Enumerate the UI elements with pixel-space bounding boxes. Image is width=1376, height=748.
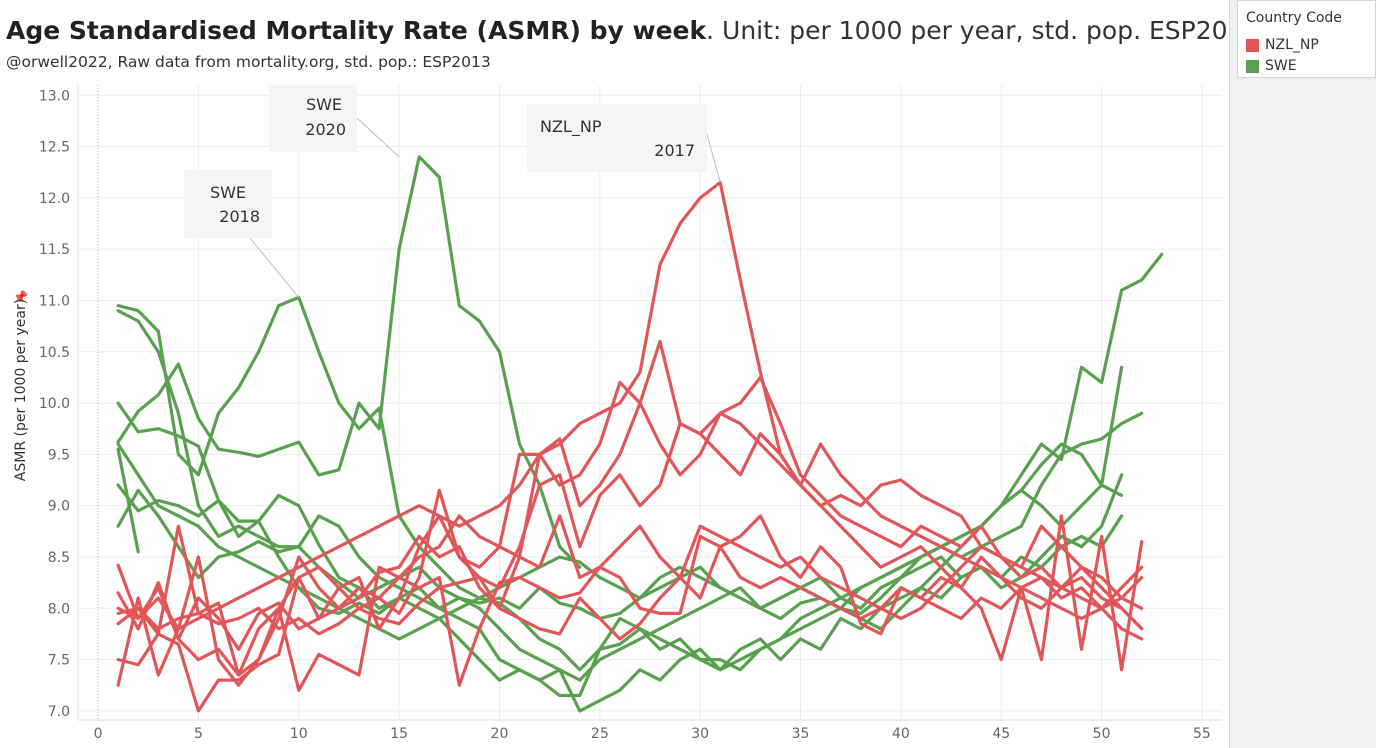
annotation-box xyxy=(269,85,357,152)
annotations: SWE 2018 SWE 2020 NZL_NP 2017 xyxy=(184,85,721,298)
series-line-nzl-np-2021 xyxy=(116,514,1144,713)
x-tick-label: 5 xyxy=(194,726,203,742)
annotation-year: 2020 xyxy=(305,120,346,139)
series-line-swe-2020 xyxy=(116,155,582,569)
series-line-swe-2022 xyxy=(116,252,1164,641)
legend-label-nzl: NZL_NP xyxy=(1265,37,1319,53)
title-main: Age Standardised Mortality Rate (ASMR) b… xyxy=(6,16,707,45)
annotation-leader xyxy=(706,133,721,183)
x-tick-label: 15 xyxy=(390,726,408,742)
annotation-box xyxy=(527,104,707,172)
y-tick-label: 10.0 xyxy=(39,396,70,412)
y-tick-label: 11.5 xyxy=(39,242,70,258)
y-tick-label: 8.0 xyxy=(48,601,70,617)
x-tick-label: 45 xyxy=(992,726,1010,742)
annotation-leader xyxy=(356,117,400,158)
y-tick-label: 12.0 xyxy=(39,191,70,207)
y-tick-label: 7.0 xyxy=(48,704,70,720)
y-tick-label: 11.0 xyxy=(39,293,70,309)
y-tick-label: 8.5 xyxy=(48,550,70,566)
series-line-nzl-np-2020 xyxy=(116,534,1144,692)
x-tick-label: 25 xyxy=(591,726,609,742)
series-line-nzl-np-2017 xyxy=(116,180,1144,631)
annotation-year: 2018 xyxy=(219,207,260,226)
series-line-swe-2016 xyxy=(116,473,1124,682)
x-tick-label: 55 xyxy=(1193,726,1211,742)
y-tick-label: 9.0 xyxy=(48,499,70,515)
legend-swatch-swe xyxy=(1246,59,1259,73)
y-tick-label: 9.5 xyxy=(48,447,70,463)
series-line-swe-2018 xyxy=(116,295,1144,672)
legend-title: Country Code xyxy=(1246,10,1342,26)
chart-subtitle: @orwell2022, Raw data from mortality.org… xyxy=(6,53,491,71)
annotation-leader xyxy=(249,237,300,298)
y-tick-label: 10.5 xyxy=(39,345,70,361)
legend-item-nzl[interactable]: NZL_NP xyxy=(1246,37,1319,53)
title-unit: . Unit: per 1000 per year, std. pop. ESP… xyxy=(706,16,1260,45)
series-line-nzl-np-2022 xyxy=(116,514,1144,672)
y-tick-label: 13.0 xyxy=(39,88,70,104)
annotation-country: NZL_NP xyxy=(540,117,602,137)
asmr-line-chart[interactable]: 7.0 7.5 8.0 8.5 9.0 9.5 10.0 10.5 11.0 11.5 12.0 12… xyxy=(0,0,1229,748)
x-tick-label: 10 xyxy=(290,726,308,742)
y-tick-label: 7.5 xyxy=(48,653,70,669)
x-tick-label: 40 xyxy=(892,726,910,742)
x-tick-label: 20 xyxy=(491,726,509,742)
x-tick-label: 30 xyxy=(691,726,709,742)
annotation-box xyxy=(184,170,272,238)
series-lines xyxy=(116,155,1164,713)
legend-item-swe[interactable]: SWE xyxy=(1246,58,1297,74)
legend: Country Code NZL_NP SWE xyxy=(1237,0,1376,78)
annotation-year: 2017 xyxy=(654,141,695,160)
pin-icon[interactable]: 📌 xyxy=(13,290,28,304)
legend-swatch-nzl xyxy=(1246,38,1259,52)
legend-label-swe: SWE xyxy=(1265,58,1297,74)
y-axis-label: ASMR (per 1000 per year) xyxy=(13,298,29,482)
legend-panel xyxy=(1229,0,1376,748)
annotation-country: SWE xyxy=(210,183,246,202)
axis-ticks: 7.0 7.5 8.0 8.5 9.0 9.5 10.0 10.5 11.0 11.5 12.0 12… xyxy=(39,88,1211,742)
series-line-swe-2021 xyxy=(116,365,1124,631)
series-line-nzl-np-2019 xyxy=(116,422,1144,677)
x-tick-label: 50 xyxy=(1093,726,1111,742)
x-tick-label: 35 xyxy=(792,726,810,742)
x-tick-label: 0 xyxy=(94,726,103,742)
chart-title: Age Standardised Mortality Rate (ASMR) b… xyxy=(6,16,1259,45)
y-tick-label: 12.5 xyxy=(39,140,70,156)
annotation-country: SWE xyxy=(306,95,342,114)
series-line-nzl-np-2018 xyxy=(116,401,1144,687)
